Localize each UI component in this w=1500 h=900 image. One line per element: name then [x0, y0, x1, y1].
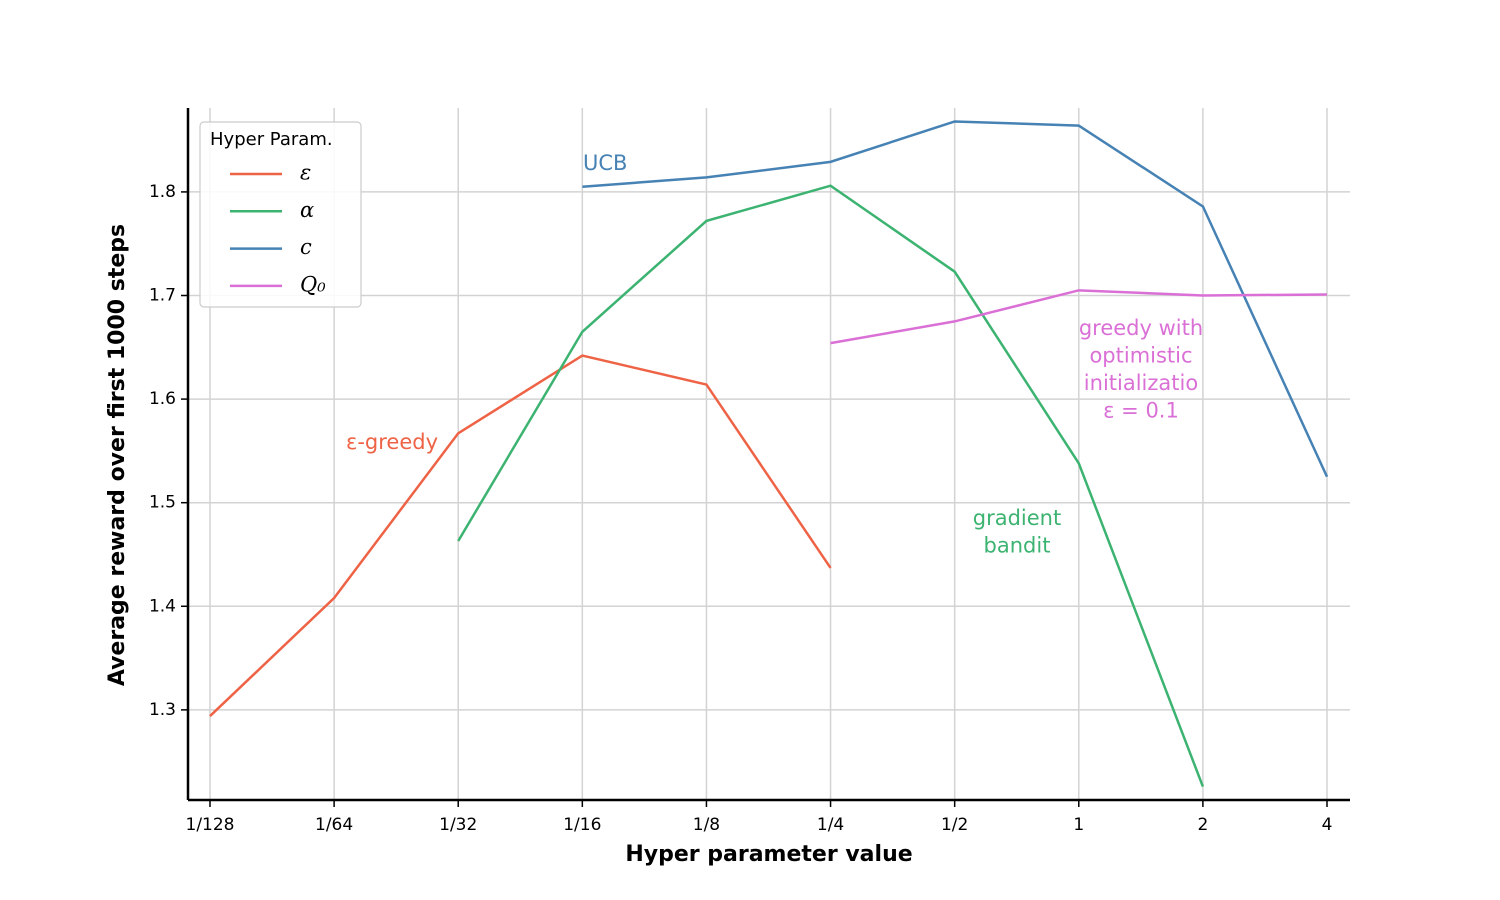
legend-box [199, 121, 362, 308]
y-tick-label: 1.6 [149, 389, 176, 409]
series-line [830, 289, 1328, 345]
x-tick-label: 1/4 [817, 815, 844, 835]
legend-label: c [300, 235, 312, 259]
y-tick-label: 1.3 [149, 700, 176, 720]
legend-title: Hyper Param. [210, 129, 333, 150]
annotation: gradient [973, 506, 1061, 530]
x-tick-label: 1/64 [315, 815, 353, 835]
x-tick-label: 2 [1197, 815, 1208, 835]
x-tick-label: 4 [1322, 815, 1333, 835]
legend-label: ε [300, 161, 311, 185]
x-tick-label: 1 [1073, 815, 1084, 835]
series-line [457, 184, 1205, 787]
annotation: ε-greedy [346, 430, 438, 454]
y-tick-label: 1.8 [149, 182, 176, 202]
x-tick-label: 1/128 [186, 815, 235, 835]
annotation: bandit [984, 534, 1051, 558]
series-line [582, 120, 1329, 478]
annotation: initializatio [1084, 371, 1198, 395]
x-tick-label: 1/8 [693, 815, 720, 835]
series-line [209, 354, 832, 717]
y-tick-label: 1.7 [149, 286, 176, 306]
y-tick-label: 1.5 [149, 493, 176, 513]
annotation: greedy with [1079, 316, 1203, 340]
annotation: ε = 0.1 [1103, 399, 1179, 423]
x-tick-label: 1/2 [941, 815, 968, 835]
annotation: UCB [583, 151, 627, 175]
x-axis-label: Hyper parameter value [625, 842, 912, 867]
annotation: optimistic [1089, 344, 1192, 368]
legend-label: Q₀ [300, 272, 326, 296]
y-tick-label: 1.4 [149, 596, 176, 616]
x-tick-label: 1/16 [563, 815, 601, 835]
legend-label: α [300, 198, 314, 222]
x-tick-label: 1/32 [439, 815, 477, 835]
y-axis-label: Average reward over first 1000 steps [105, 224, 130, 686]
